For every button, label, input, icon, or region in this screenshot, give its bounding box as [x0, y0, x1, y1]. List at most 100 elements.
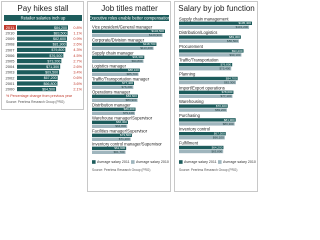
bar: [17, 70, 60, 75]
category-label: Import/Export operations: [179, 85, 225, 90]
value-label: $69,200: [215, 108, 226, 112]
category-label: Traffic/Transportation: [179, 58, 219, 63]
change-label: 4.5%: [73, 54, 82, 58]
legend-label: Average salary 2011: [97, 160, 130, 164]
change-label: 2.1%: [73, 87, 82, 91]
source: Source: Peerless Research Group (PRG): [6, 100, 64, 104]
category-label: Warehousing: [179, 99, 204, 104]
bar: [179, 80, 237, 85]
bar: [17, 59, 62, 64]
bar: [17, 31, 68, 36]
legend-swatch: [131, 160, 135, 164]
bar: [17, 36, 68, 41]
category-label: Inventory control manager/Supervisor: [92, 141, 162, 146]
bar: [92, 124, 128, 128]
legend-swatch: [92, 160, 96, 164]
value-label: $88,100: [128, 68, 139, 72]
value-label: $77,100: [221, 94, 232, 98]
value-label: $129,900: [149, 33, 162, 37]
bar: [179, 39, 239, 43]
category-label: 2005: [6, 58, 16, 63]
change-label: 2.6%: [73, 65, 82, 69]
value-label: $80,200: [124, 107, 135, 111]
category-label: 2003: [6, 70, 16, 75]
bar: [92, 137, 131, 141]
panel-title: Job titles matter: [101, 4, 158, 13]
value-label: $61,700: [114, 150, 125, 154]
value-label: $85,700: [127, 72, 138, 76]
change-label: 0.6%: [73, 76, 82, 80]
value-label: $67,200: [44, 76, 57, 80]
panel-title: Salary by job function: [178, 4, 255, 13]
highlight: [4, 25, 16, 30]
value-label: $84,600: [126, 94, 137, 98]
value-label: $69,500: [45, 71, 58, 75]
value-label: $113,400: [140, 46, 153, 50]
category-label: 2007: [6, 47, 16, 52]
value-label: $90,100: [230, 53, 241, 57]
bar: [92, 59, 144, 63]
category-label: Supply chain management: [179, 16, 229, 21]
value-label: $83,500: [54, 31, 67, 35]
change-label: 1.1%: [73, 31, 82, 35]
value-label: $64,200: [212, 145, 223, 149]
value-label: $76,500: [49, 54, 62, 58]
bar: [179, 76, 238, 81]
bar: [92, 94, 138, 98]
category-label: Inventory control: [179, 127, 210, 132]
change-label: 4.3%: [73, 48, 82, 52]
value-label: $76,200: [121, 85, 132, 89]
bar: [92, 29, 165, 33]
bar: [179, 90, 234, 94]
bar: [179, 53, 242, 57]
bar: [179, 104, 228, 108]
legend-label: % Percentage change from previous year: [6, 94, 73, 98]
legend-swatch: [218, 160, 222, 164]
bar: [92, 68, 140, 72]
bar: [17, 75, 58, 80]
category-label: 2006: [6, 53, 16, 58]
bar: [179, 49, 244, 53]
value-label: $93,200: [232, 49, 243, 53]
change-label: 2.7%: [73, 59, 82, 63]
category-label: Supply chain manager: [92, 50, 134, 55]
source: Source: Peerless Research Group (PRG): [179, 168, 237, 172]
category-label: Operations manager: [92, 89, 131, 94]
value-label: $73,500: [120, 133, 131, 137]
change-label: 3.4%: [73, 71, 82, 75]
value-label: $82,300: [224, 80, 235, 84]
source: Source: Peerless Research Group (PRG): [92, 168, 150, 172]
bar: [17, 87, 57, 92]
bar: [92, 33, 163, 37]
legend-label: Average salary 2010: [223, 160, 256, 164]
value-label: $66,800: [43, 82, 56, 86]
value-label: $134,500: [151, 29, 164, 33]
bar: [92, 81, 135, 85]
value-label: $66,300: [116, 120, 127, 124]
category-label: 2010: [6, 30, 16, 35]
value-label: $79,800: [51, 48, 64, 52]
category-label: Distribution/Logistics: [179, 30, 217, 35]
bar: [92, 111, 135, 115]
value-label: $81,900: [53, 43, 66, 47]
bar: [92, 85, 134, 89]
category-label: 2008: [6, 42, 16, 47]
category-label: Procurement: [179, 44, 204, 49]
bar: [92, 133, 132, 137]
legend-label: Average salary 2011: [184, 160, 217, 164]
value-label: $79,100: [123, 111, 134, 115]
bar: [92, 72, 139, 76]
infographic: Pay hikes stall Retailer salaries inch up…: [1, 1, 258, 192]
value-label: $84,200: [54, 26, 67, 30]
bar: [92, 150, 126, 154]
bar: [92, 55, 145, 59]
value-label: $105,400: [238, 21, 251, 25]
bar: [17, 47, 66, 52]
bar: [179, 63, 233, 67]
category-label: Planning: [179, 72, 196, 77]
bar: [179, 94, 233, 98]
value-label: $86,500: [227, 39, 238, 43]
value-label: $96,300: [132, 55, 143, 59]
panel-subtitle: Retailer salaries inch up: [21, 15, 66, 20]
value-label: $80,300: [223, 122, 234, 126]
